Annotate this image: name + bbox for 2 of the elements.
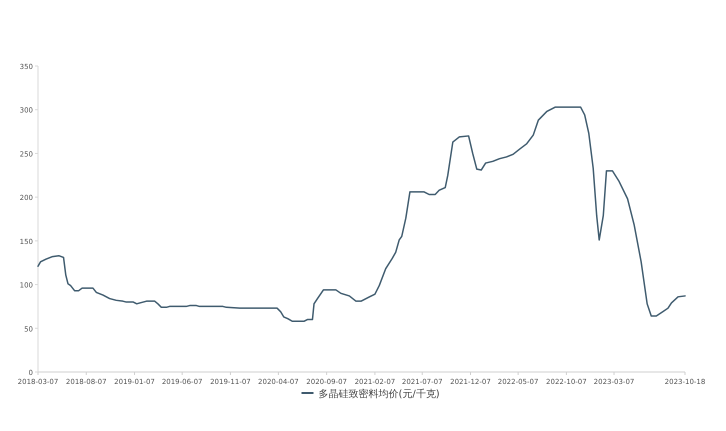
legend: 多晶硅致密料均价(元/千克) bbox=[302, 389, 440, 400]
legend-label: 多晶硅致密料均价(元/千克) bbox=[318, 388, 440, 400]
